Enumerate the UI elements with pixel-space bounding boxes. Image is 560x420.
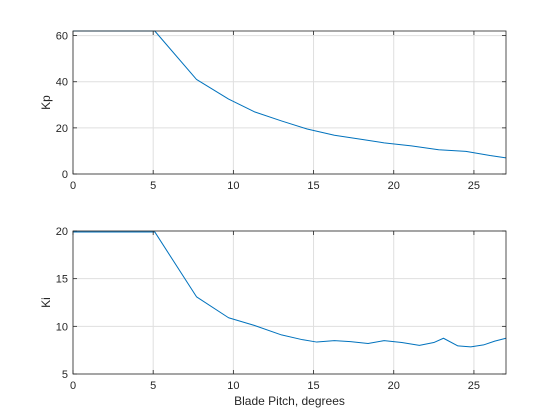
- x-tick-label: 0: [70, 180, 76, 192]
- x-tick-label: 0: [70, 380, 76, 392]
- y-tick-label: 40: [56, 77, 68, 89]
- plot-area: [73, 31, 506, 174]
- y-tick-label: 20: [56, 123, 68, 135]
- series-line-1: [73, 30, 507, 159]
- x-axis-label: Blade Pitch, degrees: [234, 394, 345, 408]
- x-tick-label: 20: [388, 180, 400, 192]
- x-tick-label: 15: [307, 180, 319, 192]
- series-line-1: [73, 231, 507, 348]
- y-tick-label: 0: [62, 169, 68, 181]
- y-tick-label: 10: [56, 321, 68, 333]
- x-tick-label: 5: [150, 380, 156, 392]
- axes-box: [72, 30, 507, 175]
- x-tick-label: 10: [227, 380, 239, 392]
- x-tick-label: 15: [307, 380, 319, 392]
- y-tick-label: 5: [62, 369, 68, 381]
- x-tick-label: 25: [468, 180, 480, 192]
- y-axis-label: Ki: [39, 297, 53, 308]
- subplot-1: 0 5 10 15 20 25 0 20 40 60 Kp: [39, 30, 507, 192]
- x-tick-label: 10: [227, 180, 239, 192]
- x-tick-label: 25: [468, 380, 480, 392]
- y-tick-label: 60: [56, 31, 68, 43]
- x-tick-label: 5: [150, 180, 156, 192]
- y-tick-label: 20: [56, 226, 68, 238]
- plot-area: [73, 231, 506, 374]
- y-axis-label: Kp: [39, 95, 53, 110]
- axes-box: [72, 230, 507, 375]
- x-tick-label: 20: [388, 380, 400, 392]
- y-tick-label: 15: [56, 274, 68, 286]
